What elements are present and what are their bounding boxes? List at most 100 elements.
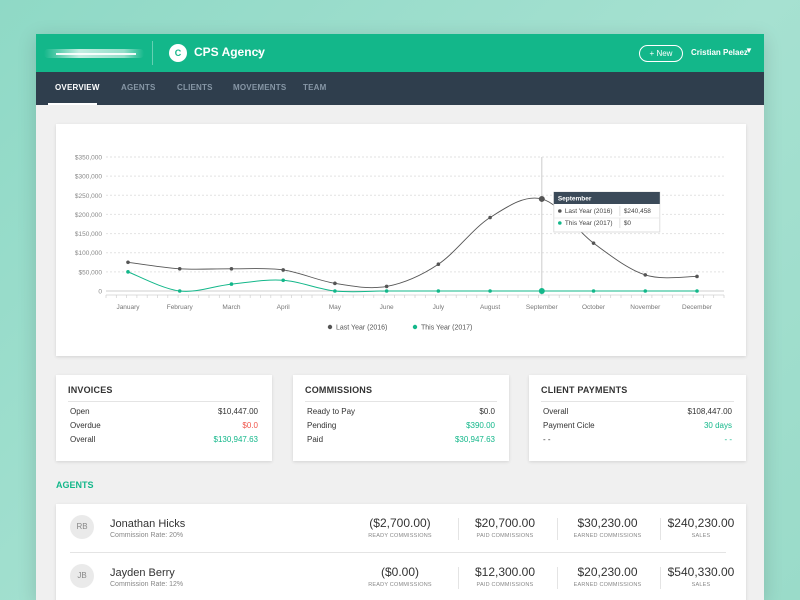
- metric-label: EARNED COMMISSIONS: [573, 533, 642, 539]
- row-value: - -: [724, 435, 732, 444]
- data-point: [538, 288, 545, 294]
- client-payments-row: - -- -: [541, 435, 734, 444]
- metric-value: $240,230.00: [667, 516, 735, 530]
- agent-name[interactable]: Jonathan Hicks: [110, 518, 186, 530]
- series-line: [127, 197, 698, 289]
- metric-divider: [557, 518, 558, 540]
- data-point: [229, 282, 234, 286]
- x-tick-label: January: [116, 304, 140, 311]
- invoices-row: Overall $130,947.63: [68, 435, 260, 444]
- data-point: [384, 289, 389, 293]
- logo-line: [56, 53, 136, 55]
- active-tab-indicator: [48, 103, 97, 105]
- commission-rate: Commission Rate: 12%: [110, 581, 184, 588]
- row-label: Overall: [70, 435, 96, 444]
- metric-label: PAID COMMISSIONS: [476, 533, 534, 539]
- x-tick-label: June: [380, 304, 394, 311]
- tooltip-value: $0: [624, 220, 632, 227]
- data-point: [488, 289, 492, 293]
- tab-agents[interactable]: AGENTS: [121, 83, 156, 92]
- ready-commissions: ($2,700.00) READY COMMISSIONS: [350, 516, 450, 539]
- data-point: [126, 260, 130, 265]
- data-point: [436, 262, 441, 266]
- row-value: $0.0: [242, 421, 258, 430]
- app-window: C CPS Agency ⌄ + New Cristian Pelaez ▼ O…: [36, 34, 764, 600]
- client-payments-card: CLIENT PAYMENTS Overall $108,447.00 Payme…: [529, 375, 746, 461]
- data-point: [643, 273, 648, 277]
- commissions-row: Ready to Pay $0.0: [305, 407, 497, 416]
- row-value: $130,947.63: [213, 435, 259, 444]
- data-point: [177, 266, 182, 271]
- data-point: [229, 266, 234, 271]
- metric-value: $12,300.00: [474, 565, 536, 579]
- chevron-down-icon[interactable]: ⌄: [255, 45, 264, 56]
- metric-divider: [458, 518, 459, 540]
- ready-commissions: ($0.00) READY COMMISSIONS: [350, 565, 450, 588]
- data-point: [591, 289, 596, 293]
- x-tick-label: February: [167, 304, 194, 311]
- revenue-chart[interactable]: 0 $50,000 $100,000 $150,000 $200,000 $250,000…: [56, 124, 746, 356]
- tab-movements[interactable]: MOVEMENTS: [233, 83, 287, 92]
- row-label: Pending: [307, 421, 337, 430]
- data-point: [591, 241, 596, 245]
- invoices-title: INVOICES: [68, 385, 260, 402]
- metric-divider: [557, 567, 558, 589]
- tooltip-value: $240,458: [624, 208, 651, 215]
- agent-row[interactable]: JB Jayden Berry Commission Rate: 12% ($0…: [70, 553, 734, 600]
- y-tick-label: $300,000: [75, 174, 102, 181]
- y-tick-label: $100,000: [75, 250, 102, 257]
- agent-name[interactable]: Jayden Berry: [110, 567, 175, 579]
- metric-divider: [660, 567, 661, 589]
- new-button[interactable]: + New: [639, 45, 683, 62]
- x-tick-label: September: [526, 304, 559, 311]
- earned-commissions: $20,230.00 EARNED COMMISSIONS: [560, 565, 655, 588]
- metric-value: ($0.00): [380, 565, 420, 579]
- avatar[interactable]: RB: [70, 515, 94, 539]
- client-payments-row: Overall $108,447.00: [541, 407, 734, 416]
- commissions-title: COMMISSIONS: [305, 385, 497, 402]
- tab-overview[interactable]: OVERVIEW: [55, 83, 100, 92]
- data-point: [281, 278, 285, 283]
- data-point: [333, 289, 337, 293]
- row-value: $0.0: [479, 407, 495, 416]
- legend-label: This Year (2017): [421, 325, 472, 332]
- x-tick-label: May: [329, 304, 342, 311]
- avatar[interactable]: JB: [70, 564, 94, 588]
- row-value: $390.00: [466, 421, 495, 430]
- agency-avatar[interactable]: C: [169, 44, 187, 62]
- y-tick-label: $150,000: [75, 231, 102, 238]
- row-label: Overdue: [70, 421, 101, 430]
- invoices-card: INVOICES Open $10,447.00 Overdue $0.0 Over…: [56, 375, 272, 461]
- data-point: [488, 215, 492, 220]
- tab-team[interactable]: TEAM: [303, 83, 327, 92]
- user-menu-caret-icon[interactable]: ▼: [745, 46, 753, 55]
- agents-section-title: AGENTS: [56, 480, 94, 490]
- x-tick-label: April: [277, 304, 291, 311]
- invoices-row: Open $10,447.00: [68, 407, 260, 416]
- metric-value: $20,230.00: [577, 565, 638, 579]
- tooltip-title: September: [558, 196, 592, 203]
- y-tick-label: 0: [98, 289, 102, 296]
- data-point: [126, 270, 130, 274]
- user-name[interactable]: Cristian Pelaez: [691, 48, 748, 57]
- metric-label: READY COMMISSIONS: [368, 533, 432, 539]
- data-point: [643, 289, 648, 293]
- data-point: [436, 289, 441, 293]
- tooltip-header: [553, 192, 660, 204]
- invoices-row: Overdue $0.0: [68, 421, 260, 430]
- metric-label: SALES: [691, 533, 711, 539]
- data-point: [695, 289, 699, 293]
- y-tick-label: $250,000: [75, 193, 102, 200]
- commissions-row: Paid $30,947.63: [305, 435, 497, 444]
- client-payments-title: CLIENT PAYMENTS: [541, 385, 734, 402]
- agency-name[interactable]: CPS Agency: [194, 45, 265, 59]
- nav-bar: OVERVIEW AGENTS CLIENTS MOVEMENTS TEAM: [36, 72, 764, 105]
- agent-row[interactable]: RB Jonathan Hicks Commission Rate: 20% (…: [70, 504, 734, 553]
- tab-clients[interactable]: CLIENTS: [177, 83, 213, 92]
- x-tick-label: November: [630, 304, 661, 311]
- row-label: Paid: [307, 435, 324, 444]
- revenue-chart-card: 0 $50,000 $100,000 $150,000 $200,000 $250,000…: [56, 124, 746, 356]
- row-value: $30,947.63: [454, 435, 495, 444]
- metric-value: $540,330.00: [667, 565, 735, 579]
- paid-commissions: $20,700.00 PAID COMMISSIONS: [460, 516, 550, 539]
